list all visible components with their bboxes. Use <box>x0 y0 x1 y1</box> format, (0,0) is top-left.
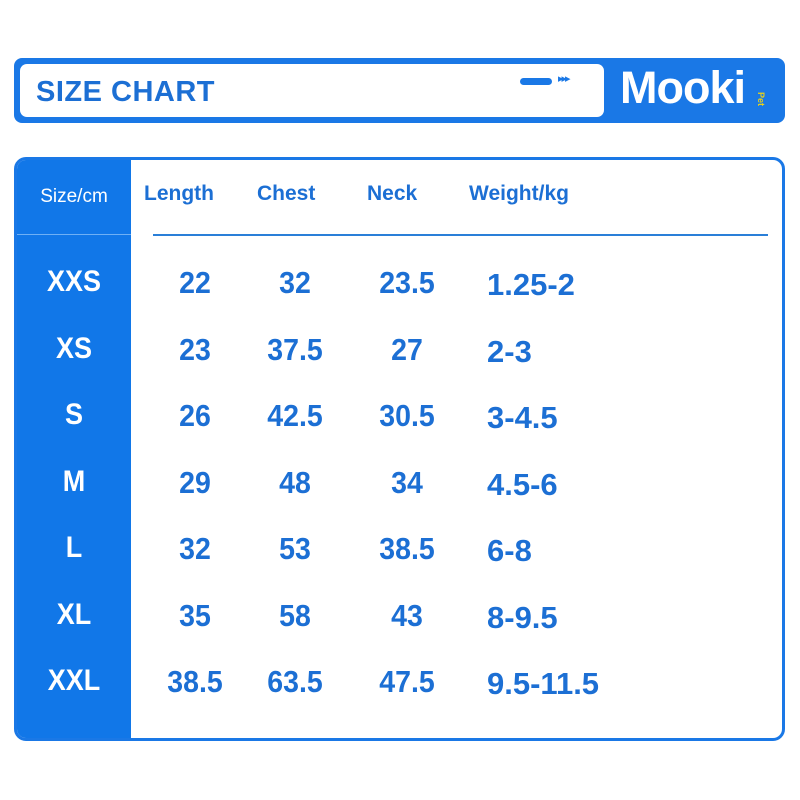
cell-weight: 1.25-2 <box>487 267 575 302</box>
arrows-icon: ▸▸▸ <box>558 73 571 85</box>
cell-neck: 30.5 <box>379 398 435 433</box>
cell-chest: 63.5 <box>267 664 323 699</box>
cell-weight: 6-8 <box>487 533 532 568</box>
cell-length: 35 <box>179 597 211 633</box>
size-label: S <box>64 398 83 431</box>
header-length: Length <box>144 182 214 205</box>
cell-weight: 4.5-6 <box>487 466 558 502</box>
size-label: XS <box>55 331 93 365</box>
cell-neck: 27 <box>391 331 423 367</box>
corner-header: Size/cm <box>17 160 131 235</box>
size-label: XXL <box>47 664 101 697</box>
cell-chest: 53 <box>279 531 311 566</box>
cell-neck: 38.5 <box>379 531 435 566</box>
cell-neck: 23.5 <box>379 265 435 300</box>
cell-chest: 42.5 <box>267 398 323 433</box>
cell-length: 22 <box>179 265 211 300</box>
cell-weight: 9.5-11.5 <box>487 666 600 701</box>
cell-neck: 43 <box>391 597 423 633</box>
dash-decoration-icon <box>520 78 552 85</box>
size-label: XXS <box>46 265 102 298</box>
size-column <box>17 160 131 738</box>
size-label: L <box>65 531 83 564</box>
header-neck: Neck <box>367 182 418 205</box>
cell-weight: 2-3 <box>487 333 532 369</box>
cell-chest: 37.5 <box>267 331 323 367</box>
size-label: XL <box>56 597 92 631</box>
title-box: SIZE CHART ▸▸▸ <box>20 64 604 117</box>
cell-chest: 58 <box>279 597 311 633</box>
page-title: SIZE CHART <box>36 76 215 108</box>
cell-length: 26 <box>179 398 211 433</box>
header-weight: Weight/kg <box>469 182 569 205</box>
cell-length: 38.5 <box>167 664 223 699</box>
header-divider <box>153 234 768 236</box>
cell-chest: 48 <box>279 464 311 500</box>
cell-weight: 3-4.5 <box>487 400 558 435</box>
cell-length: 23 <box>179 331 211 367</box>
brand-logo: Mooki <box>620 62 746 113</box>
cell-neck: 34 <box>391 464 423 500</box>
header-bar: SIZE CHART ▸▸▸ Mooki Pet <box>14 58 785 123</box>
size-table: Size/cm Length Chest Neck Weight/kg XXS 2… <box>14 157 785 741</box>
cell-neck: 47.5 <box>379 664 435 699</box>
header-chest: Chest <box>257 182 316 205</box>
cell-length: 29 <box>179 464 211 500</box>
size-label: M <box>62 464 86 498</box>
cell-weight: 8-9.5 <box>487 599 558 635</box>
brand-logo-sub: Pet <box>756 92 766 107</box>
cell-chest: 32 <box>279 265 311 300</box>
cell-length: 32 <box>179 531 211 566</box>
